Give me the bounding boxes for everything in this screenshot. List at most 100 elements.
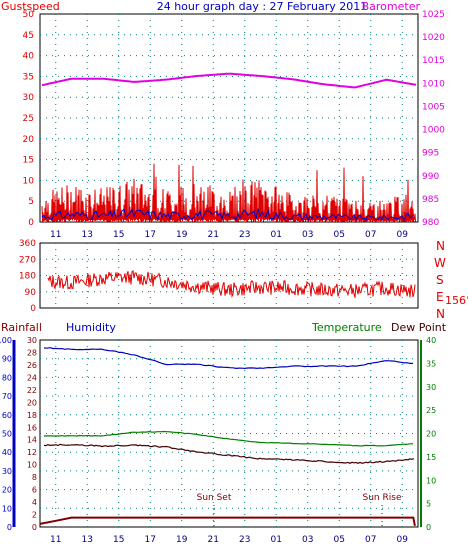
bottom-xtick-7: 01	[271, 535, 282, 545]
top-xtick-3: 17	[145, 230, 156, 240]
temp-tick-7: 35	[426, 359, 436, 368]
temperature-series-line	[43, 430, 413, 447]
rainfall-series-line	[39, 516, 416, 526]
bottom-xtick-9: 05	[334, 535, 345, 545]
humidity-tick-2: 20	[2, 486, 12, 495]
rain-tick-10: 20	[27, 398, 37, 407]
sunrise-label: Sun Rise	[363, 493, 402, 503]
gust-tick-6: 30	[23, 93, 35, 103]
humidity-tick-1: 10	[2, 504, 12, 513]
rain-tick-14: 28	[27, 348, 37, 357]
humidity-tick-10: 100	[0, 336, 12, 345]
humidity-tick-3: 30	[2, 467, 12, 476]
humidity-tick-4: 40	[2, 448, 12, 457]
dewpoint-series-line	[43, 443, 415, 464]
humidity-tick-8: 80	[2, 373, 12, 382]
gust-axis-label: Gustspeed	[1, 0, 60, 13]
gust-tick-9: 45	[23, 31, 34, 41]
compass-label-s: S	[436, 273, 444, 287]
bottom-xtick-6: 23	[239, 535, 250, 545]
baro-tick-7: 1015	[422, 56, 445, 66]
baro-tick-8: 1020	[422, 33, 445, 43]
top-xtick-2: 15	[113, 230, 124, 240]
baro-tick-2: 990	[422, 172, 439, 182]
rain-tick-6: 12	[27, 448, 37, 457]
wind-tick-4: 360	[19, 239, 36, 249]
gust-tick-3: 15	[23, 156, 34, 166]
wind-tick-2: 180	[19, 272, 36, 282]
rain-tick-15: 30	[27, 336, 37, 345]
rain-tick-2: 4	[32, 498, 37, 507]
temp-tick-1: 5	[426, 500, 431, 509]
humidity-series-line	[43, 347, 413, 370]
top-xtick-11: 09	[397, 230, 409, 240]
temp-tick-4: 20	[426, 430, 436, 439]
panel-top-frame	[39, 13, 419, 223]
temp-tick-2: 10	[426, 476, 436, 485]
gust-tick-8: 40	[23, 52, 35, 62]
compass-label-n-top: N	[436, 239, 445, 253]
baro-axis-label: Barometer	[362, 0, 421, 13]
temp-tick-3: 15	[426, 453, 436, 462]
rain-tick-9: 18	[27, 411, 37, 420]
rain-tick-0: 0	[32, 523, 37, 532]
gust-tick-5: 25	[23, 114, 34, 124]
baro-tick-5: 1005	[422, 102, 445, 112]
compass-label-w: W	[434, 256, 446, 270]
rain-tick-11: 22	[27, 386, 37, 395]
dewpoint-axis-label: Dew Point	[391, 321, 447, 334]
top-xtick-9: 05	[334, 230, 345, 240]
wind-direction-reading: 156°	[445, 294, 468, 307]
top-xtick-5: 21	[208, 230, 219, 240]
bottom-xtick-3: 17	[145, 535, 156, 545]
rain-tick-1: 2	[32, 511, 37, 520]
humidity-axis-label: Humidity	[66, 321, 116, 334]
wind-direction-series-line	[47, 269, 416, 298]
top-xtick-10: 07	[365, 230, 376, 240]
bottom-xtick-1: 13	[82, 535, 93, 545]
humidity-tick-5: 50	[2, 430, 12, 439]
compass-label-e: E	[436, 290, 444, 304]
wind-tick-1: 90	[25, 288, 37, 298]
baro-tick-1: 985	[422, 195, 439, 205]
bottom-xtick-2: 15	[113, 535, 124, 545]
top-xtick-1: 13	[82, 230, 93, 240]
bottom-xtick-4: 19	[176, 535, 188, 545]
rain-tick-3: 6	[32, 486, 37, 495]
bottom-xtick-0: 11	[50, 535, 61, 545]
wind-tick-0: 0	[30, 304, 36, 314]
temp-tick-8: 40	[426, 336, 436, 345]
baro-tick-3: 995	[422, 149, 439, 159]
gust-tick-4: 20	[23, 135, 35, 145]
wind-tick-3: 270	[19, 255, 36, 265]
panel-wind-frame	[39, 242, 419, 309]
bottom-xtick-10: 07	[365, 535, 376, 545]
rain-tick-8: 16	[27, 423, 37, 432]
gust-series-line	[41, 163, 416, 223]
sunset-label: Sun Set	[197, 493, 232, 503]
gust-tick-7: 35	[23, 72, 34, 82]
baro-tick-9: 1025	[422, 10, 445, 20]
compass-label-n-bottom: N	[436, 307, 445, 321]
avg-wind-series-line	[41, 208, 415, 222]
temp-tick-0: 0	[426, 523, 431, 532]
top-xtick-4: 19	[176, 230, 188, 240]
top-xtick-6: 23	[239, 230, 250, 240]
rain-tick-5: 10	[27, 461, 37, 470]
rain-tick-12: 24	[27, 373, 37, 382]
bottom-xtick-5: 21	[208, 535, 219, 545]
rainfall-axis-label: Rainfall	[1, 321, 42, 334]
bottom-xtick-11: 09	[397, 535, 409, 545]
gust-tick-0: 0	[28, 218, 34, 228]
rain-tick-4: 8	[32, 473, 37, 482]
top-xtick-8: 03	[302, 230, 313, 240]
gust-tick-1: 5	[28, 197, 34, 207]
baro-tick-6: 1010	[422, 79, 445, 89]
humidity-tick-9: 90	[2, 355, 12, 364]
bottom-xtick-8: 03	[302, 535, 313, 545]
rain-tick-7: 14	[27, 436, 37, 445]
top-xtick-0: 11	[50, 230, 61, 240]
temp-tick-6: 30	[426, 383, 436, 392]
rain-tick-13: 26	[27, 361, 37, 370]
